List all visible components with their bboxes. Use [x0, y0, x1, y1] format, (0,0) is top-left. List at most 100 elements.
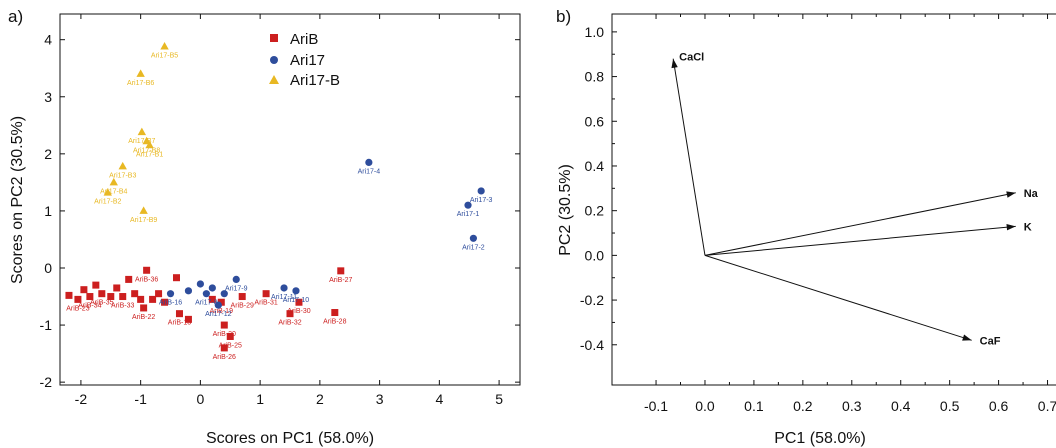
point-label-arib: AriB-25: [219, 342, 242, 349]
point-arib: [238, 293, 246, 301]
point-arib: [137, 295, 145, 303]
point-arib: [331, 309, 339, 317]
y-tick-label-a: -2: [40, 374, 53, 390]
point-label-arib: AriB-31: [254, 300, 277, 307]
point-label-arib: AriB-27: [329, 277, 352, 284]
x-tick-label-b: 0.6: [989, 398, 1009, 414]
y-tick-label-b: 0.8: [585, 69, 605, 85]
point-ari17-b: [118, 161, 127, 170]
x-tick-label-a: 3: [376, 391, 384, 407]
loading-vectors: CaCl Na K CaF: [671, 52, 1039, 347]
x-tick-label-a: 0: [196, 391, 204, 407]
point-label-arib: AriB-22: [132, 314, 155, 321]
point-label-arib: AriB-26: [213, 354, 236, 361]
point-arib: [92, 281, 100, 289]
point-label-ari17: Ari17-10: [283, 297, 310, 304]
y-tick-label-b: 0.2: [585, 203, 605, 219]
x-tick-label-a: 4: [435, 391, 443, 407]
point-label-arib: AriB-23: [66, 305, 89, 312]
legend-marker-arib: [270, 34, 278, 42]
y-tick-label-b: 0.0: [585, 247, 605, 263]
point-ari17: [280, 284, 288, 292]
axis-ticks-b: -0.1 0.0 0.1 0.2 0.3 0.4 0.5 0.6 0.7 -0.4 -0.2 0.0 0…: [580, 14, 1056, 414]
legend-label-ari17b: Ari17-B: [290, 72, 340, 89]
loadings-panel-b: b) -0.1 0.0 0.1 0.2 0.3 0.4 0.5 0.6 0.7 -0.4 -0.2 0…: [556, 7, 1056, 447]
point-ari17: [365, 158, 373, 166]
x-tick-label-b: 0.4: [891, 398, 911, 414]
y-axis-title-a: Scores on PC2 (30.5%): [9, 116, 26, 284]
axis-ticks-a: -2 -1 0 1 2 3 4 5 -2 -1 0 1 2 3 4: [40, 14, 520, 407]
y-tick-label-a: 1: [44, 203, 52, 219]
point-label-arib: AriB-20: [213, 331, 236, 338]
x-tick-label-b: -0.1: [644, 398, 668, 414]
point-arib: [262, 290, 270, 298]
point-arib: [286, 310, 294, 318]
point-arib: [161, 298, 169, 306]
point-arib: [140, 304, 148, 312]
arrowhead-caf: [962, 334, 972, 341]
x-tick-label-b: 0.2: [793, 398, 813, 414]
point-label-ari17-b: Ari17-B8: [133, 147, 160, 154]
x-tick-label-a: -1: [134, 391, 147, 407]
point-label-arib: AriB-29: [231, 303, 254, 310]
point-label-arib: AriB-13: [168, 320, 191, 327]
point-ari17: [196, 280, 204, 288]
point-ari17-b: [136, 69, 145, 77]
point-label-arib: AriB-28: [323, 319, 346, 326]
point-label-arib: AriB-33: [111, 303, 134, 310]
x-tick-label-b: 0.1: [744, 398, 764, 414]
point-label-ari17: Ari17-12: [205, 311, 232, 318]
point-label-ari17: Ari17-4: [358, 168, 381, 175]
y-tick-label-b: 0.6: [585, 113, 605, 129]
point-label-ari17: Ari17-9: [225, 285, 248, 292]
plot-frame-a: [59, 13, 521, 386]
point-label-arib: AriB-30: [287, 308, 310, 315]
x-axis-title-a: Scores on PC1 (58.0%): [206, 430, 374, 447]
point-label-ari17-b: Ari17-B1: [136, 151, 163, 158]
point-ari17-b: [109, 177, 118, 186]
legend-label-ari17: Ari17: [290, 52, 325, 69]
point-label-ari17-b: Ari17-B7: [128, 138, 155, 145]
legend-marker-ari17: [270, 56, 278, 64]
x-tick-label-a: -2: [75, 391, 88, 407]
x-tick-label-b: 0.5: [940, 398, 960, 414]
point-label-ari17-b: Ari17-B6: [127, 80, 154, 87]
point-label-ari17-b: Ari17-B4: [100, 188, 127, 195]
point-arib: [113, 284, 121, 292]
point-arib: [217, 298, 225, 306]
point-arib: [98, 290, 106, 298]
point-label-arib: AriB-32: [278, 320, 301, 327]
y-tick-label-a: 4: [44, 32, 52, 48]
panel-b-label: b): [556, 7, 571, 26]
point-arib: [337, 267, 345, 275]
arrowhead-k: [1006, 223, 1016, 231]
y-tick-label-b: 1.0: [585, 24, 605, 40]
point-arib: [184, 315, 192, 323]
point-arib: [143, 266, 151, 274]
legend-marker-ari17b: [269, 75, 279, 84]
point-arib: [80, 286, 88, 294]
point-ari17: [477, 187, 485, 195]
point-arib: [295, 298, 303, 306]
point-ari17-b: [137, 127, 147, 136]
vector-k: [704, 225, 1016, 256]
point-label-arib: AriB-34: [78, 303, 101, 310]
x-tick-label-b: 0.0: [695, 398, 715, 414]
point-arib: [65, 291, 73, 299]
x-tick-label-a: 2: [316, 391, 324, 407]
point-ari17-b: [145, 140, 154, 149]
y-tick-label-a: 2: [44, 146, 52, 162]
point-label-ari17: Ari17-8: [195, 300, 218, 307]
vector-label-cacl: CaCl: [679, 52, 704, 64]
vector-label-na: Na: [1024, 188, 1039, 200]
vector-cacl: [672, 58, 706, 256]
point-label-ari17: Ari17-1: [457, 211, 480, 218]
point-arib: [74, 295, 82, 303]
point-ari17-b: [139, 206, 148, 214]
arrowhead-na: [1006, 191, 1016, 198]
point-label-arib: AriB-36: [135, 276, 158, 283]
point-ari17: [166, 290, 175, 298]
point-ari17: [184, 287, 193, 295]
point-ari17: [220, 290, 228, 298]
